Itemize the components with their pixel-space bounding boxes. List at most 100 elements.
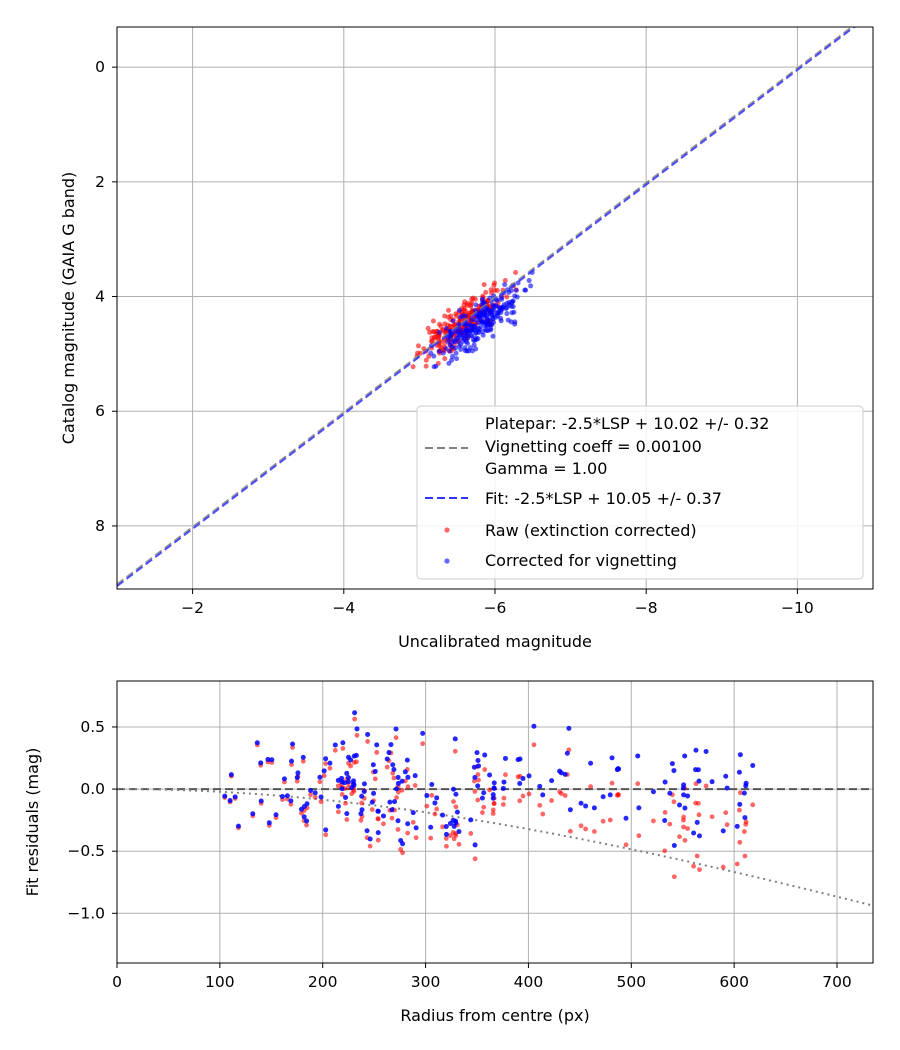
corrected-residual-point: [391, 767, 397, 773]
raw-residual-point: [662, 809, 668, 815]
raw-point: [447, 323, 453, 329]
corrected-residual-point: [682, 753, 688, 759]
corrected-residual-point: [365, 731, 371, 737]
legend-raw-marker: [444, 527, 450, 533]
raw-point: [442, 356, 448, 362]
corrected-point: [462, 313, 468, 319]
corrected-residual-point: [583, 803, 589, 809]
corrected-residual-point: [734, 823, 740, 829]
raw-residual-point: [453, 804, 459, 810]
corrected-residual-point: [623, 815, 629, 821]
raw-residual-point: [343, 800, 348, 806]
raw-residual-point: [737, 790, 743, 796]
raw-residual-point: [335, 809, 341, 815]
raw-residual-point: [394, 795, 399, 800]
raw-point: [423, 357, 429, 363]
raw-residual-point: [359, 800, 365, 806]
corrected-point: [431, 353, 437, 359]
raw-point: [429, 335, 435, 341]
raw-residual-point: [335, 783, 341, 789]
corrected-point: [504, 287, 510, 293]
corrected-residual-point: [500, 785, 506, 791]
raw-point: [469, 300, 475, 306]
corrected-residual-point: [475, 783, 481, 789]
legend-vignetting-label: Vignetting coeff = 0.00100: [485, 437, 702, 456]
raw-point: [491, 282, 497, 288]
raw-residual-point: [393, 735, 399, 741]
raw-residual-point: [703, 783, 709, 789]
corrected-residual-point: [452, 736, 458, 742]
raw-residual-point: [451, 799, 456, 804]
raw-residual-point: [472, 788, 478, 794]
corrected-residual-point: [250, 811, 256, 817]
raw-residual-point: [651, 818, 656, 824]
bottom-y-tick-label: −0.5: [67, 842, 105, 860]
corrected-residual-point: [709, 779, 715, 785]
corrected-residual-point: [600, 794, 606, 800]
corrected-residual-point: [517, 780, 523, 786]
raw-residual-point: [456, 841, 462, 847]
raw-point: [464, 302, 470, 308]
raw-residual-point: [681, 824, 687, 830]
raw-point: [430, 318, 436, 324]
corrected-residual-point: [428, 824, 434, 830]
raw-residual-point: [323, 761, 329, 766]
corrected-point: [498, 318, 504, 324]
corrected-point: [465, 340, 471, 346]
corrected-residual-point: [482, 752, 488, 758]
top-x-tick-label: −4: [332, 599, 355, 617]
corrected-residual-point: [394, 786, 400, 792]
corrected-residual-point: [453, 791, 459, 797]
raw-point: [513, 269, 519, 275]
corrected-point: [499, 296, 505, 302]
corrected-point: [458, 342, 464, 348]
corrected-residual-point: [335, 777, 341, 783]
corrected-residual-point: [502, 755, 508, 761]
corrected-point: [458, 314, 464, 320]
raw-point: [423, 363, 429, 369]
corrected-residual-point: [265, 756, 271, 762]
raw-residual-point: [468, 831, 474, 836]
corrected-residual-point: [475, 763, 481, 769]
corrected-residual-point: [321, 768, 327, 774]
raw-point: [504, 294, 510, 300]
corrected-residual-point: [374, 742, 380, 748]
raw-residual-point: [662, 848, 668, 854]
corrected-point: [469, 323, 475, 329]
corrected-residual-point: [720, 828, 726, 834]
corrected-residual-point: [352, 710, 358, 716]
corrected-residual-point: [301, 814, 307, 820]
corrected-point: [454, 356, 460, 362]
corrected-point: [484, 313, 490, 319]
raw-residual-point: [429, 792, 435, 798]
corrected-residual-point: [557, 768, 563, 774]
corrected-residual-point: [361, 781, 367, 787]
corrected-residual-point: [432, 800, 438, 806]
raw-residual-point: [412, 783, 418, 788]
corrected-residual-point: [443, 824, 449, 830]
corrected-residual-point: [694, 819, 700, 825]
raw-point: [425, 325, 431, 331]
corrected-point: [526, 278, 532, 284]
raw-residual-point: [410, 819, 416, 825]
corrected-residual-point: [370, 762, 376, 768]
raw-residual-point: [578, 823, 584, 829]
corrected-residual-point: [474, 750, 480, 756]
bottom-y-tick-label: 0.5: [80, 718, 105, 736]
raw-point: [410, 364, 416, 370]
corrected-point: [473, 302, 479, 308]
raw-residual-point: [452, 748, 458, 754]
corrected-residual-point: [227, 798, 233, 804]
raw-point: [430, 329, 436, 335]
raw-residual-point: [481, 804, 487, 810]
corrected-point: [510, 298, 516, 304]
vignetting-curve: [117, 788, 873, 907]
corrected-residual-point: [607, 792, 613, 798]
bottom-x-label: Radius from centre (px): [400, 1006, 589, 1025]
corrected-residual-point: [222, 793, 228, 799]
raw-residual-point: [636, 833, 642, 839]
raw-residual-point: [288, 801, 294, 807]
raw-residual-point: [475, 772, 481, 777]
corrected-residual-point: [340, 740, 346, 746]
